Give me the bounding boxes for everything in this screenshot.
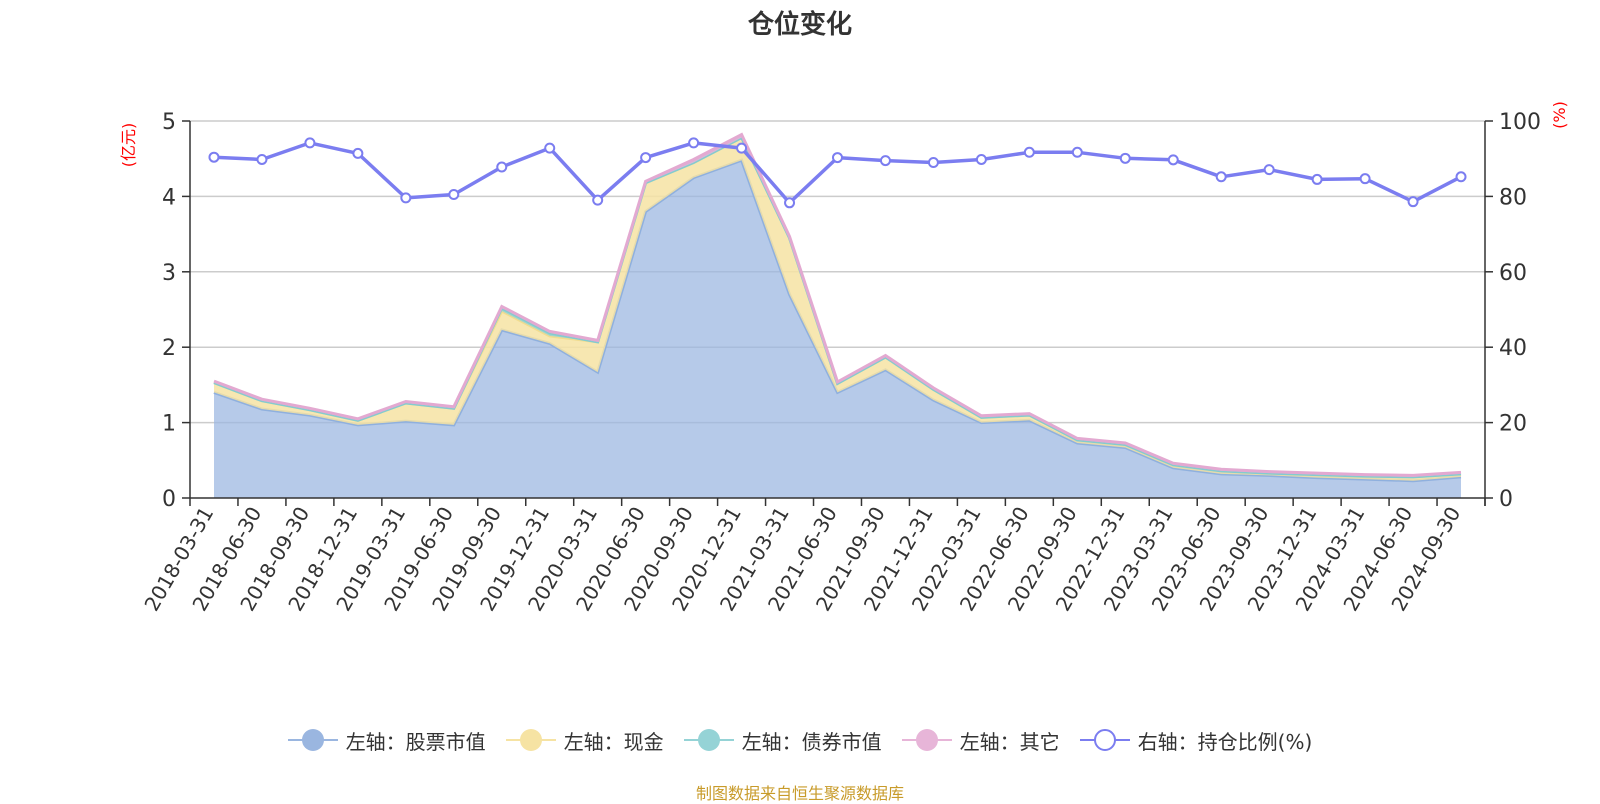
ratio-point [1023,146,1035,158]
right-tick-label: 80 [1499,185,1527,210]
ratio-point [1455,171,1467,183]
legend-symbol-icon [901,728,952,752]
stacked-areas [213,132,1462,498]
legend-item[interactable]: 左轴：其它 [901,726,1060,755]
area-series-edge [213,132,1462,477]
ratio-point [1263,164,1275,176]
ratio-point [975,153,987,165]
ratio-point [448,189,460,201]
legend-symbol-icon [1079,728,1130,752]
ratio-point [544,142,556,154]
legend: 左轴：股票市值 左轴：现金 左轴：债券市值 左轴：其它 右轴：持仓比例(%) [0,722,1600,758]
axes: 0123450204060801002018-03-312018-06-3020… [139,110,1541,615]
ratio-point [832,152,843,164]
ratio-point [784,197,796,209]
ratio-point [592,194,604,206]
ratio-point [1167,154,1179,166]
legend-label: 左轴：债券市值 [741,729,882,754]
ratio-point [1119,152,1131,164]
ratio-point [1407,196,1419,208]
ratio-line-path [213,141,1462,205]
ratio-line [208,137,1467,209]
legend-label: 左轴：现金 [563,729,664,754]
chart-title: 仓位变化 [747,10,852,40]
legend-item[interactable]: 左轴：股票市值 [287,726,486,755]
left-axis-label: (亿元) [119,123,138,168]
ratio-point [496,161,508,173]
left-tick-label: 0 [162,487,176,512]
left-tick-label: 1 [162,412,176,437]
legend-label: 左轴：股票市值 [345,729,486,754]
ratio-point [1311,173,1323,185]
ratio-point [688,137,700,149]
ratio-point [208,151,220,163]
right-tick-label: 40 [1499,336,1527,361]
left-tick-label: 5 [162,110,176,135]
legend-label: 右轴：持仓比例(%) [1137,729,1313,754]
ratio-point [640,152,652,164]
right-tick-label: 100 [1499,110,1541,135]
ratio-point [400,192,412,204]
legend-symbol-icon [505,728,556,752]
ratio-point [927,156,939,168]
left-tick-label: 3 [162,261,176,286]
legend-label: 左轴：其它 [959,729,1060,754]
ratio-point [736,142,748,154]
source-note: 制图数据来自恒生聚源数据库 [695,784,904,803]
legend-item[interactable]: 右轴：持仓比例(%) [1079,726,1313,755]
ratio-point [304,137,316,149]
ratio-point [879,155,891,167]
legend-symbol-icon [683,728,734,752]
right-tick-label: 0 [1499,487,1513,512]
ratio-point [1359,173,1371,185]
legend-item[interactable]: 左轴：债券市值 [683,726,882,755]
legend-symbol-icon [287,728,338,752]
ratio-point [1071,146,1083,158]
right-tick-label: 20 [1499,412,1527,437]
ratio-point [352,147,364,159]
left-tick-label: 2 [162,336,176,361]
area-series [214,160,1461,498]
ratio-point [256,153,268,165]
right-tick-label: 60 [1499,261,1527,286]
legend-item[interactable]: 左轴：现金 [505,726,664,755]
left-tick-label: 4 [162,185,176,210]
ratio-point [1215,171,1227,183]
right-axis-label: (%) [1550,101,1569,129]
